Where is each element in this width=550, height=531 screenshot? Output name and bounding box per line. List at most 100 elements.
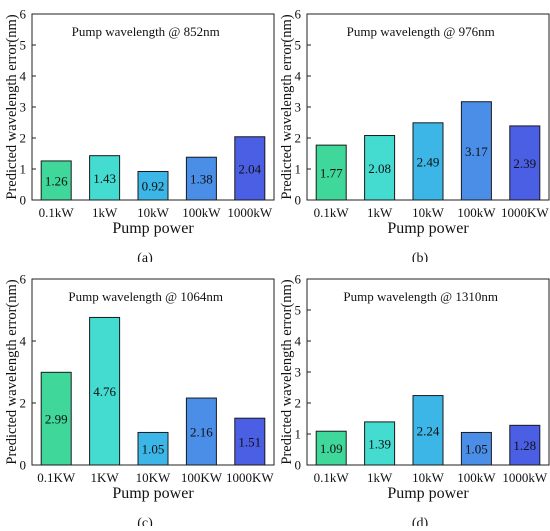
x-tick-label: 1000kW [227, 205, 273, 220]
x-tick-label: 1000kW [502, 470, 548, 485]
bar [412, 395, 444, 466]
x-tick-label: 1kW [367, 205, 393, 220]
x-tick-label: 1kW [367, 470, 393, 485]
x-axis-label: Pump power [112, 220, 194, 237]
bar-value-label: 2.99 [45, 412, 68, 427]
y-tick-label: 6 [20, 7, 27, 22]
chart-panel-b: 0 1 2 3 4 5 6 1.77 0.1kW 2.08 1kW 2.49 10kW 3.17 100kW… [275, 0, 550, 267]
bar-value-label: 1.26 [45, 173, 68, 188]
y-tick-label: 1 [295, 162, 302, 177]
bar-chart-976nm: 0 1 2 3 4 5 6 1.77 0.1kW 2.08 1kW 2.49 10kW 3.17 100kW… [279, 7, 550, 266]
y-tick-label: 2 [295, 131, 302, 146]
y-tick-label: 2 [295, 396, 302, 411]
x-tick-label: 1000KW [501, 205, 549, 220]
x-axis-label: Pump power [387, 220, 469, 237]
bar-value-label: 1.28 [513, 438, 536, 453]
y-tick-label: 4 [295, 334, 302, 349]
x-tick-label: 100kW [457, 205, 496, 220]
x-tick-label: 10kW [137, 205, 170, 220]
y-tick-label: 0 [20, 458, 27, 473]
y-tick-label: 1 [20, 162, 27, 177]
bar-chart-1310nm: 0 1 2 3 4 5 6 1.09 0.1kW 1.39 1kW 2.24 10kW 1.05 100kW… [279, 272, 550, 531]
bar [89, 316, 121, 466]
chart-title: Pump wavelength @ 1310nm [343, 289, 498, 304]
y-tick-label: 0 [295, 193, 302, 208]
y-tick-label: 1 [295, 427, 302, 442]
bar [364, 135, 396, 201]
x-tick-label: 100kW [457, 470, 496, 485]
bar-chart-1064nm: 0 2 4 6 2.99 0.1KW 4.76 1KW 1.05 10KW 2.16 100KW 1.5… [4, 272, 275, 531]
y-tick-label: 6 [295, 272, 302, 287]
panel-caption: (c) [137, 516, 153, 526]
chart-title: Pump wavelength @ 1064nm [68, 289, 223, 304]
y-tick-label: 3 [295, 100, 302, 115]
panel-caption: (b) [412, 251, 429, 262]
bar-value-label: 2.16 [190, 425, 213, 440]
y-tick-label: 2 [20, 131, 27, 146]
y-tick-label: 0 [295, 458, 302, 473]
y-axis-label: Predicted wavelength error(nm) [4, 279, 20, 464]
y-axis-label: Predicted wavelength error(nm) [4, 14, 20, 199]
bar-value-label: 1.05 [142, 442, 165, 457]
bar [460, 101, 492, 201]
bar-value-label: 1.09 [320, 441, 343, 456]
bar-value-label: 2.04 [238, 161, 261, 176]
bar-value-label: 1.51 [238, 435, 261, 450]
bar [412, 122, 444, 201]
bar [40, 160, 72, 201]
y-tick-label: 2 [20, 396, 27, 411]
bar [89, 155, 121, 201]
x-tick-label: 0.1kW [314, 205, 350, 220]
bar-chart-852nm: 0 1 2 3 4 5 6 1.26 0.1kW 1.43 1kW 0.92 10kW 1.38 100kW… [4, 7, 275, 266]
y-tick-label: 5 [20, 38, 27, 53]
y-tick-label: 4 [20, 334, 27, 349]
chart-panel-d: 0 1 2 3 4 5 6 1.09 0.1kW 1.39 1kW 2.24 10kW 1.05 100kW… [275, 265, 550, 531]
bar [509, 125, 541, 201]
y-tick-label: 4 [295, 69, 302, 84]
chart-panel-a: 0 1 2 3 4 5 6 1.26 0.1kW 1.43 1kW 0.92 10kW 1.38 100kW… [0, 0, 275, 267]
bar-value-label: 3.17 [465, 144, 488, 159]
x-tick-label: 1KW [91, 470, 120, 485]
bar [137, 431, 169, 466]
bar-value-label: 2.49 [417, 154, 440, 169]
y-tick-label: 0 [20, 193, 27, 208]
bar-value-label: 1.43 [93, 171, 116, 186]
y-axis-label: Predicted wavelength error(nm) [279, 279, 295, 464]
x-tick-label: 1kW [92, 205, 118, 220]
bar-value-label: 1.38 [190, 172, 213, 187]
bar [40, 371, 72, 466]
bar-value-label: 2.24 [417, 423, 440, 438]
bar [460, 431, 492, 466]
y-tick-label: 6 [20, 272, 27, 287]
x-tick-label: 10KW [136, 470, 171, 485]
bar-value-label: 1.39 [368, 436, 391, 451]
chart-panel-c: 0 2 4 6 2.99 0.1KW 4.76 1KW 1.05 10KW 2.16 100KW 1.5… [0, 265, 275, 531]
bar-value-label: 4.76 [93, 384, 116, 399]
panel-caption: (a) [137, 251, 153, 262]
y-tick-label: 3 [295, 365, 302, 380]
y-tick-label: 5 [295, 38, 302, 53]
bar-value-label: 1.77 [320, 166, 343, 181]
bar [185, 397, 217, 466]
x-tick-label: 0.1kW [314, 470, 350, 485]
bar-value-label: 0.92 [142, 179, 165, 194]
x-axis-label: Pump power [112, 485, 194, 502]
panel-caption: (d) [412, 516, 429, 526]
y-tick-label: 4 [20, 69, 27, 84]
bar [509, 424, 541, 466]
x-axis-label: Pump power [387, 485, 469, 502]
x-tick-label: 0.1KW [37, 470, 76, 485]
y-axis-label: Predicted wavelength error(nm) [279, 14, 295, 199]
bar [315, 430, 347, 466]
bar-value-label: 2.39 [513, 156, 536, 171]
x-tick-label: 100kW [182, 205, 221, 220]
y-tick-label: 6 [295, 7, 302, 22]
bar-value-label: 2.08 [368, 161, 391, 176]
x-tick-label: 10kW [412, 470, 445, 485]
bar [364, 421, 396, 466]
bar [137, 170, 169, 201]
x-tick-label: 10kW [412, 205, 445, 220]
y-tick-label: 3 [20, 100, 27, 115]
x-tick-label: 1000KW [226, 470, 274, 485]
x-tick-label: 0.1kW [39, 205, 75, 220]
